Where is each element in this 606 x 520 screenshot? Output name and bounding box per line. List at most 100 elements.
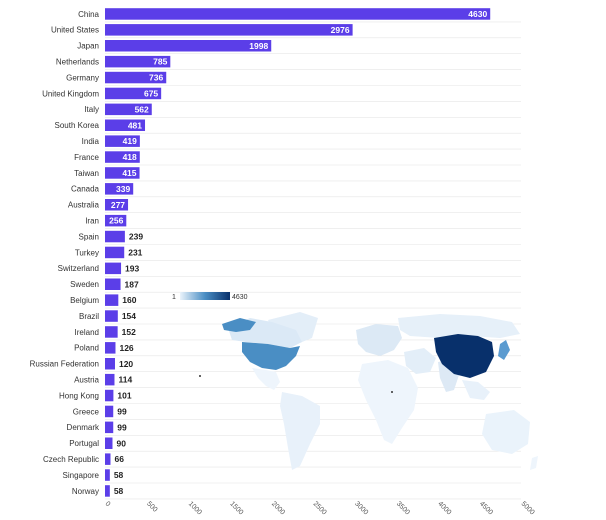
category-label: South Korea [55, 121, 100, 130]
bar [105, 8, 491, 20]
bar [105, 71, 167, 84]
category-label: Switzerland [58, 264, 99, 273]
bar-value-labels: 4630 2976 1998 785 736 675 562 481 419 418 415 339 2… [109, 9, 487, 496]
color-scale-legend: 1 4630 [172, 292, 248, 301]
bar [105, 214, 127, 227]
bar [105, 373, 115, 386]
category-label: Japan [77, 42, 99, 51]
bar-value-label: 256 [109, 216, 123, 226]
x-tick-label: 2000 [270, 500, 286, 516]
bar-value-label: 58 [114, 486, 124, 496]
bar-value-label: 415 [122, 168, 136, 178]
bar [105, 469, 110, 481]
bar [105, 294, 119, 306]
bar [105, 230, 125, 243]
x-tick-label: 1000 [187, 500, 203, 516]
map-australia [482, 410, 530, 454]
bar-value-label: 239 [129, 232, 143, 242]
bar [105, 453, 111, 465]
bar [105, 135, 140, 147]
category-label: Australia [68, 201, 100, 210]
category-label: Canada [71, 185, 100, 194]
bar [105, 485, 110, 497]
bar-value-label: 481 [128, 120, 142, 130]
bar [105, 199, 129, 211]
bar [105, 278, 121, 290]
category-label: United States [51, 26, 99, 35]
bar [105, 405, 114, 418]
bar [105, 421, 114, 434]
bar-value-label: 736 [149, 73, 163, 83]
bar [105, 342, 116, 354]
category-label: Italy [84, 105, 99, 114]
bars [105, 8, 491, 497]
map-china [434, 334, 494, 378]
category-label: France [74, 153, 99, 162]
category-label: India [82, 137, 100, 146]
bar-value-label: 785 [153, 57, 167, 67]
map-island-dot [199, 375, 201, 377]
map-southeast-asia [462, 380, 490, 400]
category-label: Denmark [67, 423, 100, 432]
category-label: Sweden [70, 280, 99, 289]
bar [105, 326, 118, 338]
bar-value-label: 58 [114, 470, 124, 480]
category-label: Turkey [75, 248, 99, 257]
bar-value-label: 126 [119, 343, 133, 353]
map-united-states [242, 342, 300, 370]
x-tick-label: 0 [104, 500, 112, 508]
category-label: Spain [79, 232, 99, 241]
bar [105, 24, 353, 36]
bar-value-label: 418 [123, 152, 137, 162]
map-russia [398, 314, 520, 338]
bar [105, 151, 140, 163]
bar [105, 310, 118, 322]
bar [105, 183, 134, 195]
category-label: Singapore [63, 471, 100, 480]
bar [105, 55, 171, 68]
bar [105, 389, 114, 402]
bar-value-label: 187 [125, 279, 139, 289]
bar-value-label: 2976 [331, 25, 350, 35]
x-tick-label: 500 [145, 500, 158, 513]
map-island-dot [391, 391, 393, 393]
bar [105, 358, 115, 370]
bar-value-label: 4630 [468, 9, 487, 19]
bar-value-label: 675 [144, 88, 158, 98]
bar-value-label: 101 [117, 391, 131, 401]
map-europe [356, 324, 402, 356]
map-new-zealand [530, 456, 538, 470]
map-alaska [222, 318, 256, 332]
bar-value-label: 99 [117, 422, 127, 432]
bar [105, 103, 152, 116]
category-label: United Kingdom [42, 89, 99, 98]
bar [105, 119, 146, 131]
bar-value-label: 154 [122, 311, 136, 321]
bar-value-label: 419 [123, 136, 137, 146]
bar [105, 437, 113, 449]
category-label: Germany [66, 73, 99, 82]
x-tick-label: 1500 [228, 500, 244, 516]
bar [105, 262, 122, 275]
x-tick-label: 3000 [353, 500, 369, 516]
legend-min-label: 1 [172, 294, 176, 301]
category-label: Taiwan [74, 169, 99, 178]
x-tick-label: 3500 [395, 500, 411, 516]
bar-value-label: 1998 [249, 41, 268, 51]
legend-gradient-bar [180, 292, 230, 300]
bar-value-label: 339 [116, 184, 130, 194]
bar-value-label: 90 [116, 438, 126, 448]
bar [105, 246, 125, 259]
map-africa [358, 360, 418, 444]
bar-value-label: 99 [117, 406, 127, 416]
bar-value-label: 231 [128, 247, 142, 257]
bar [105, 167, 140, 179]
bar-value-label: 120 [119, 359, 133, 369]
bar-value-label: 160 [122, 295, 136, 305]
x-axis-ticks: 0 500 1000 1500 2000 2500 3000 3500 4000 4500 5000 [104, 500, 536, 516]
x-tick-label: 4500 [478, 500, 494, 516]
x-tick-label: 2500 [312, 500, 328, 516]
category-label: Hong Kong [59, 391, 99, 400]
category-label: Brazil [79, 312, 99, 321]
